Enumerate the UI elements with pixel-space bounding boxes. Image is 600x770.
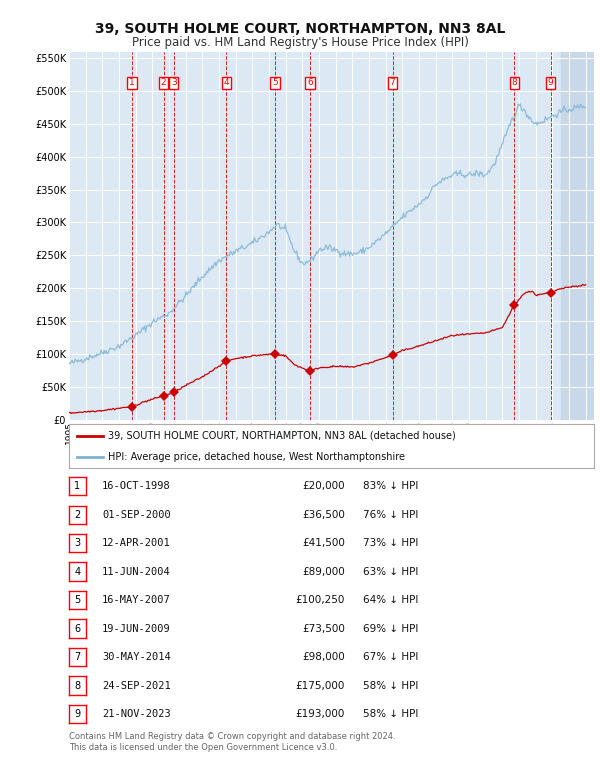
Text: 6: 6 bbox=[307, 79, 313, 87]
Bar bbox=[560, 52, 594, 420]
Text: 58% ↓ HPI: 58% ↓ HPI bbox=[363, 709, 418, 719]
Text: 19-JUN-2009: 19-JUN-2009 bbox=[102, 624, 171, 634]
Text: 73% ↓ HPI: 73% ↓ HPI bbox=[363, 538, 418, 548]
Text: 11-JUN-2004: 11-JUN-2004 bbox=[102, 567, 171, 577]
Text: £89,000: £89,000 bbox=[302, 567, 345, 577]
Text: 69% ↓ HPI: 69% ↓ HPI bbox=[363, 624, 418, 634]
Text: 12-APR-2001: 12-APR-2001 bbox=[102, 538, 171, 548]
Text: 1: 1 bbox=[129, 79, 135, 87]
Text: 9: 9 bbox=[74, 709, 80, 719]
Text: 24-SEP-2021: 24-SEP-2021 bbox=[102, 681, 171, 691]
Text: £73,500: £73,500 bbox=[302, 624, 345, 634]
Bar bbox=[560, 52, 594, 420]
Text: 4: 4 bbox=[74, 567, 80, 577]
Text: 30-MAY-2014: 30-MAY-2014 bbox=[102, 652, 171, 662]
Text: 5: 5 bbox=[272, 79, 278, 87]
Text: 16-OCT-1998: 16-OCT-1998 bbox=[102, 481, 171, 491]
Text: Contains HM Land Registry data © Crown copyright and database right 2024.
This d: Contains HM Land Registry data © Crown c… bbox=[69, 732, 395, 752]
Text: 76% ↓ HPI: 76% ↓ HPI bbox=[363, 510, 418, 520]
Text: 8: 8 bbox=[74, 681, 80, 691]
Text: £41,500: £41,500 bbox=[302, 538, 345, 548]
Text: 64% ↓ HPI: 64% ↓ HPI bbox=[363, 595, 418, 605]
Text: 39, SOUTH HOLME COURT, NORTHAMPTON, NN3 8AL: 39, SOUTH HOLME COURT, NORTHAMPTON, NN3 … bbox=[95, 22, 505, 36]
Text: 2: 2 bbox=[74, 510, 80, 520]
Text: 3: 3 bbox=[171, 79, 176, 87]
Text: 5: 5 bbox=[74, 595, 80, 605]
Text: £20,000: £20,000 bbox=[302, 481, 345, 491]
Text: 7: 7 bbox=[74, 652, 80, 662]
Text: 67% ↓ HPI: 67% ↓ HPI bbox=[363, 652, 418, 662]
Text: HPI: Average price, detached house, West Northamptonshire: HPI: Average price, detached house, West… bbox=[109, 452, 406, 462]
Text: £98,000: £98,000 bbox=[302, 652, 345, 662]
Text: £36,500: £36,500 bbox=[302, 510, 345, 520]
Text: 16-MAY-2007: 16-MAY-2007 bbox=[102, 595, 171, 605]
Text: 3: 3 bbox=[74, 538, 80, 548]
Text: £100,250: £100,250 bbox=[296, 595, 345, 605]
Text: 8: 8 bbox=[512, 79, 517, 87]
Text: 2: 2 bbox=[161, 79, 166, 87]
Text: 7: 7 bbox=[389, 79, 395, 87]
Text: 63% ↓ HPI: 63% ↓ HPI bbox=[363, 567, 418, 577]
Text: £175,000: £175,000 bbox=[296, 681, 345, 691]
Text: 6: 6 bbox=[74, 624, 80, 634]
Text: 1: 1 bbox=[74, 481, 80, 491]
Text: 4: 4 bbox=[224, 79, 229, 87]
Text: 39, SOUTH HOLME COURT, NORTHAMPTON, NN3 8AL (detached house): 39, SOUTH HOLME COURT, NORTHAMPTON, NN3 … bbox=[109, 430, 456, 440]
Text: 21-NOV-2023: 21-NOV-2023 bbox=[102, 709, 171, 719]
Text: 9: 9 bbox=[548, 79, 553, 87]
Text: Price paid vs. HM Land Registry's House Price Index (HPI): Price paid vs. HM Land Registry's House … bbox=[131, 36, 469, 49]
Text: £193,000: £193,000 bbox=[296, 709, 345, 719]
Text: 83% ↓ HPI: 83% ↓ HPI bbox=[363, 481, 418, 491]
Text: 01-SEP-2000: 01-SEP-2000 bbox=[102, 510, 171, 520]
Text: 58% ↓ HPI: 58% ↓ HPI bbox=[363, 681, 418, 691]
